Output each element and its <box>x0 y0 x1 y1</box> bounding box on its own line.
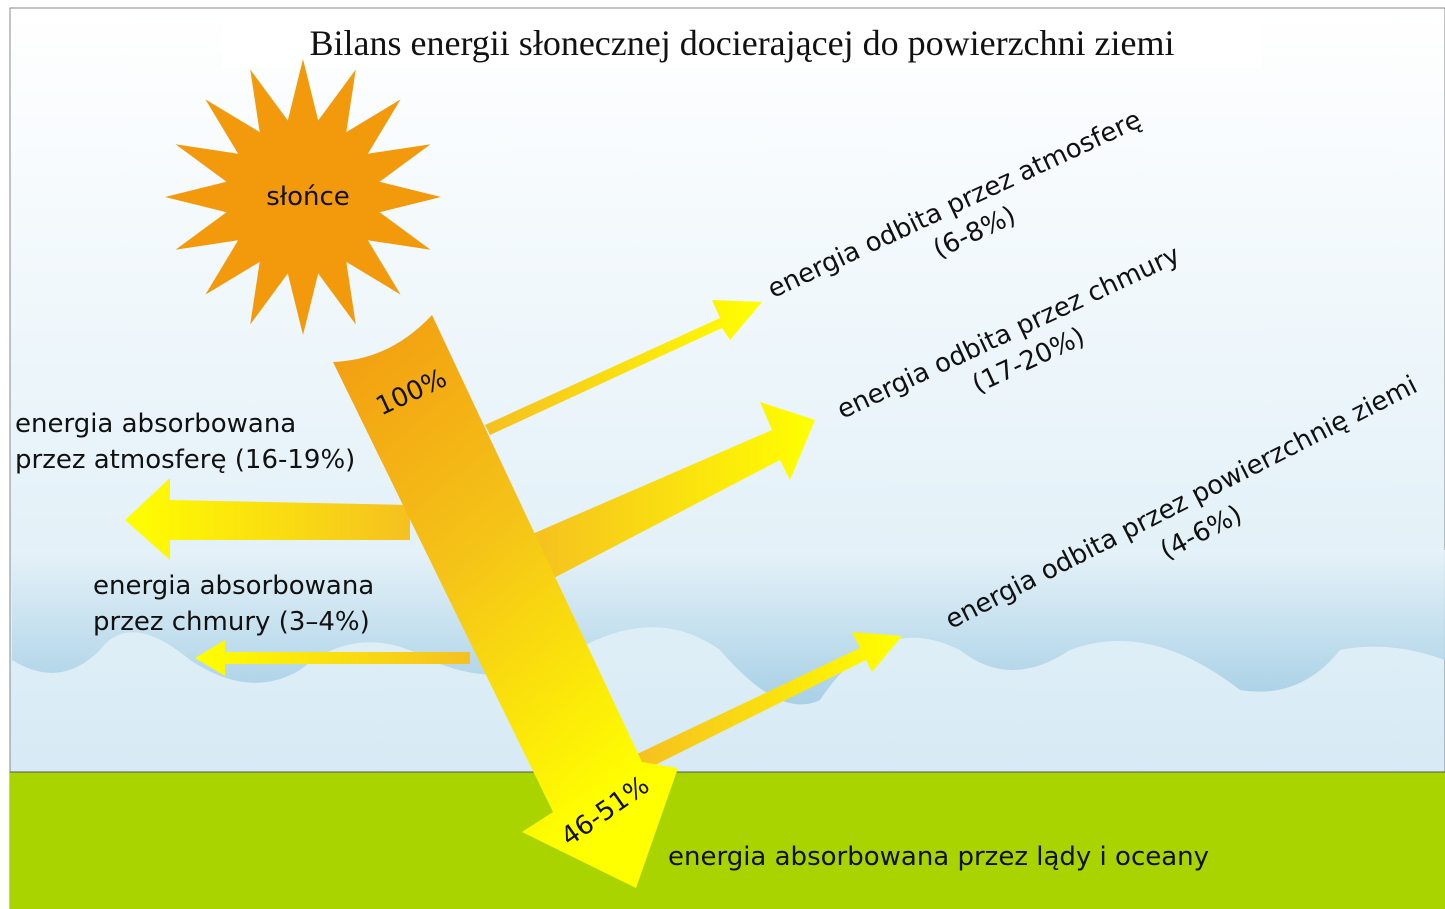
title: Bilans energii słonecznej docierającej d… <box>310 23 1175 63</box>
ground <box>10 772 1445 909</box>
sun-label: słońce <box>266 182 350 212</box>
absorbed-land: energia absorbowana przez lądy i oceany <box>668 842 1209 872</box>
absorbed-atmosphere-line2: przez atmosferę (16-19%) <box>15 445 355 475</box>
absorbed-atmosphere-line1: energia absorbowana <box>15 409 296 439</box>
absorbed-clouds-line2: przez chmury (3–4%) <box>93 607 370 637</box>
diagram: Bilans energii słonecznej docierającej d… <box>0 0 1445 909</box>
absorbed-clouds-line1: energia absorbowana <box>93 571 374 601</box>
